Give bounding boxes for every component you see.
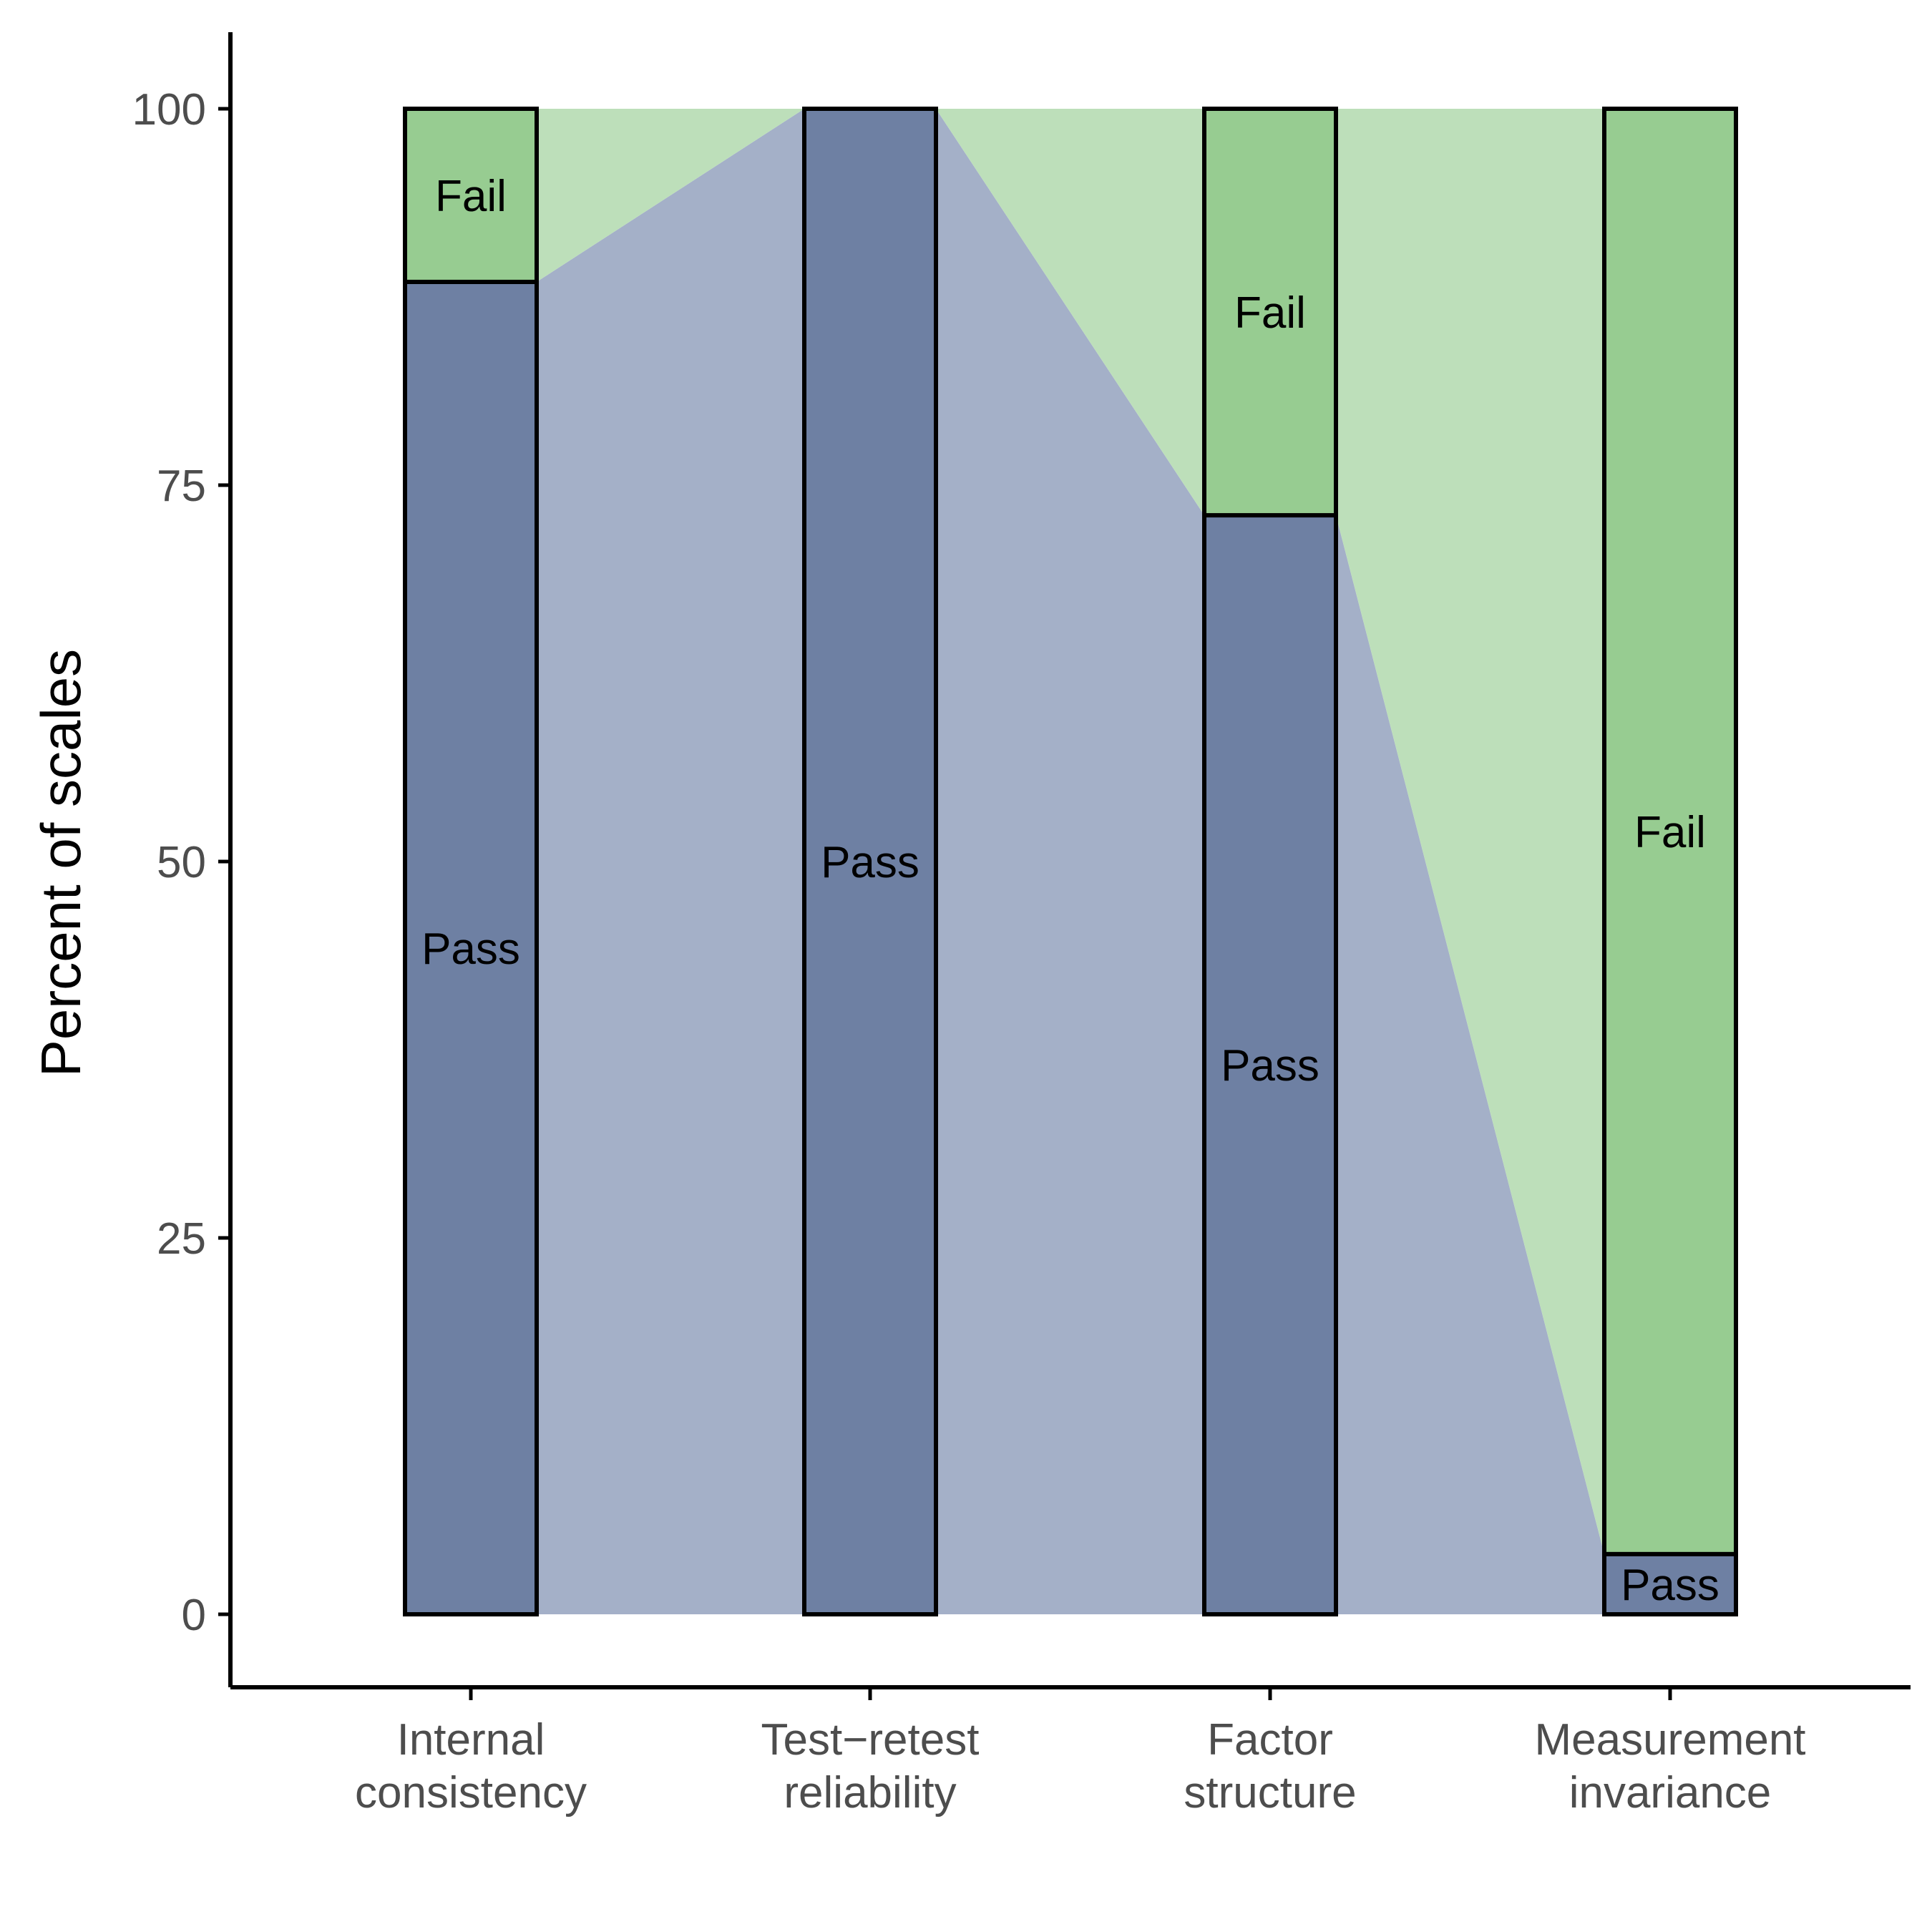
y-axis-title: Percent of scales bbox=[29, 649, 92, 1077]
x-tick-label: Test−retest reliability bbox=[761, 1715, 980, 1818]
flow-layer bbox=[537, 109, 1604, 1614]
bar-label-fail: Fail bbox=[1234, 288, 1306, 338]
bar-pass bbox=[1202, 513, 1338, 1617]
bar-label-pass: Pass bbox=[421, 924, 520, 974]
bar-fail bbox=[1202, 107, 1338, 518]
bar-label-fail: Fail bbox=[1634, 808, 1706, 857]
x-tick-label: Factor structure bbox=[1184, 1715, 1356, 1818]
y-tick-label: 0 bbox=[182, 1591, 206, 1640]
y-tick-label: 100 bbox=[132, 85, 206, 135]
flow-fail bbox=[1336, 109, 1604, 1554]
y-tick-label: 50 bbox=[157, 838, 206, 887]
x-tick-label: Measurement invariance bbox=[1534, 1715, 1805, 1818]
x-tick-label: Internal consistency bbox=[355, 1715, 587, 1818]
flow-pass bbox=[1336, 515, 1604, 1614]
x-tick-layer: Internal consistency Test−retest reliabilit… bbox=[355, 1687, 1806, 1818]
bar-label-pass: Pass bbox=[1621, 1561, 1719, 1610]
segment-label-layer: Pass Fail Pass Pass Fail Pass Fail bbox=[421, 172, 1719, 1610]
flow-pass bbox=[936, 109, 1204, 1614]
bar-fail bbox=[1602, 107, 1738, 1556]
bar-pass bbox=[802, 107, 938, 1616]
bar-label-pass: Pass bbox=[821, 838, 919, 887]
flow-fail bbox=[936, 109, 1204, 516]
y-tick-label: 25 bbox=[157, 1214, 206, 1264]
bar-layer bbox=[403, 107, 1738, 1617]
flow-fail bbox=[537, 109, 804, 282]
bar-label-fail: Fail bbox=[435, 172, 507, 221]
bar-fail bbox=[403, 107, 539, 284]
bar-label-pass: Pass bbox=[1221, 1041, 1319, 1091]
y-tick-layer: 0 25 50 75 100 bbox=[132, 85, 230, 1640]
bar-pass bbox=[403, 279, 539, 1617]
flow-pass bbox=[537, 109, 804, 1614]
y-tick-label: 75 bbox=[157, 462, 206, 511]
